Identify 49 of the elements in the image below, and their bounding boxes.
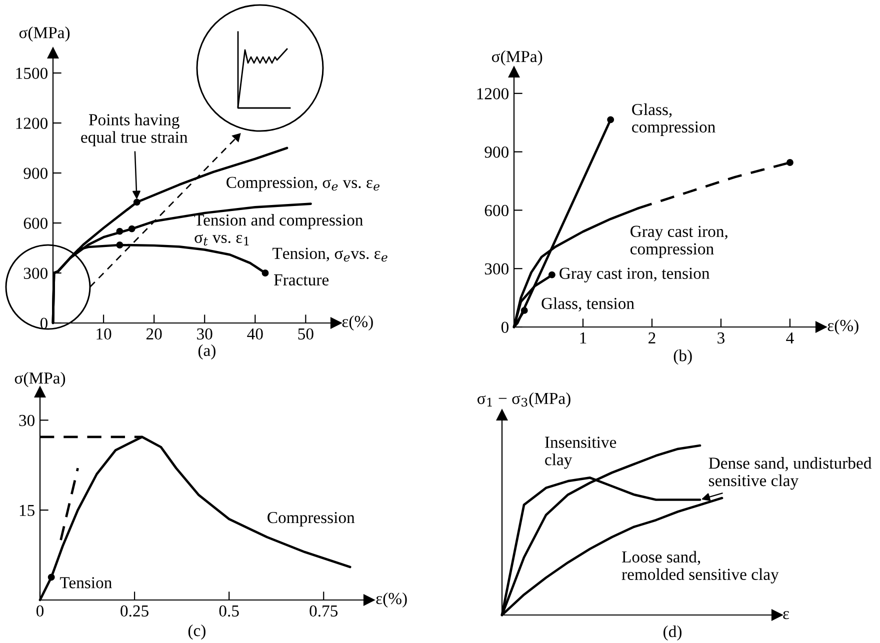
y-tick-label: 900 — [24, 168, 48, 179]
x-tick-label: 50 — [298, 328, 314, 340]
annotation: Points having equal true strain — [81, 114, 188, 146]
series-label: Insensitive clay — [545, 436, 616, 469]
x-axis-title: ε — [783, 611, 790, 620]
text: (d) — [664, 625, 682, 641]
x-axis-title: ε(%) — [376, 592, 407, 608]
y-tick-label: 0 — [40, 318, 48, 329]
series-label: Tension, σ$_{e}$vs. ε$_{e}$ — [272, 248, 388, 262]
x-tick-label: 10 — [96, 328, 112, 340]
series-label: Glass, tension — [542, 297, 634, 312]
y-tick-label: 900 — [484, 146, 509, 158]
y-tick-label: 1500 — [16, 68, 48, 79]
y-tick-label: 600 — [484, 204, 509, 216]
x-tick-label: 30 — [197, 328, 212, 340]
series-label: Compression, σ$_{e}$ vs. ε$_{e}$ — [226, 176, 380, 192]
x-axis-title: ε(%) — [828, 319, 858, 335]
x-axis-title: ε(%) — [342, 315, 373, 331]
y-tick-label: 1200 — [477, 88, 509, 100]
x-tick-label: 0.5 — [219, 605, 239, 617]
y-tick-label: 300 — [24, 268, 48, 279]
series-label: Gray cast iron, tension — [560, 268, 710, 282]
text: (a) — [198, 344, 216, 360]
series-label: Loose sand, remolded sensitive clay — [622, 550, 779, 584]
series-label: Gray cast iron, compression — [630, 226, 728, 258]
y-tick-label: 1200 — [16, 118, 48, 129]
annotation: Tension — [60, 577, 112, 588]
x-tick-label: 4 — [786, 332, 794, 344]
annotation: Fracture — [274, 274, 329, 286]
y-axis-title: σ(MPa) — [14, 372, 66, 388]
x-tick-label: 0.75 — [310, 605, 338, 617]
x-tick-label: 40 — [247, 328, 263, 340]
text: (b) — [674, 350, 692, 365]
y-tick-label: 30 — [19, 414, 35, 426]
y-tick-label: 300 — [484, 263, 509, 275]
series-label: Dense sand, undisturbed sensitive clay — [708, 457, 872, 490]
y-axis-title: σ$_{1}$ − σ$_{3}$(MPa) — [477, 392, 570, 408]
x-tick-label: 1 — [580, 332, 586, 344]
x-tick-label: 3 — [718, 332, 724, 344]
y-axis-title: σ(MPa) — [19, 26, 70, 42]
x-tick-label: 20 — [146, 328, 162, 340]
y-axis-title: σ(MPa) — [492, 50, 542, 66]
text: (c) — [188, 624, 206, 640]
y-tick-label: 15 — [20, 504, 34, 516]
y-tick-label: 600 — [24, 218, 48, 229]
series-label: Glass, compression — [632, 103, 716, 136]
series-label: Compression — [268, 512, 355, 527]
x-tick-label: 0.25 — [120, 605, 148, 617]
x-tick-label: 2 — [648, 332, 656, 344]
